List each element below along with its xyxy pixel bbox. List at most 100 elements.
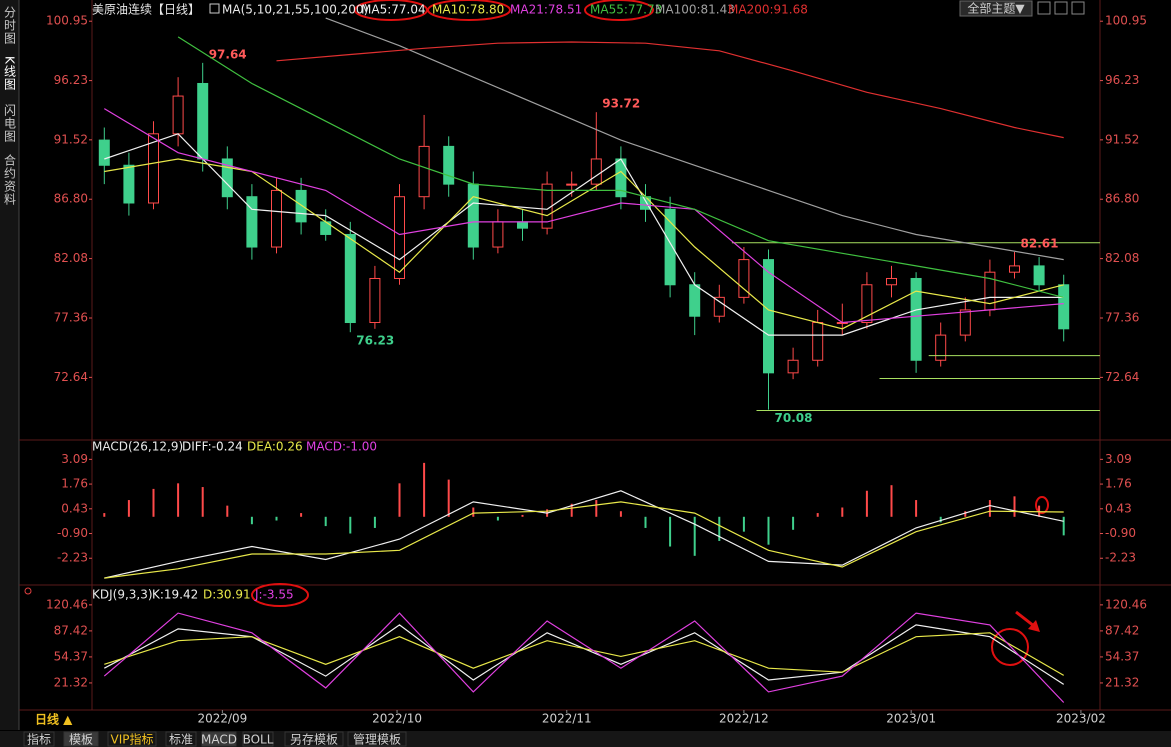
y-tick-label: 1.76 bbox=[61, 477, 88, 491]
toolbar-tab-label[interactable]: 指标 bbox=[27, 732, 51, 747]
x-tick-label: 2022/09 bbox=[197, 712, 247, 726]
panel-title: 美原油连续【日线】 bbox=[92, 2, 200, 17]
candle-body bbox=[886, 277, 897, 286]
y-tick-label: 96.23 bbox=[54, 73, 88, 87]
period-button[interactable]: 日线 ▲ bbox=[35, 712, 73, 727]
y-tick-label: 3.09 bbox=[1105, 452, 1132, 466]
candle-body bbox=[295, 189, 307, 223]
theme-button-label[interactable]: 全部主题▼ bbox=[967, 1, 1025, 16]
highlight-circle bbox=[1035, 496, 1049, 514]
price-annotation: 93.72 bbox=[602, 97, 640, 111]
price-annotation: 82.61 bbox=[1021, 236, 1059, 250]
toolbar-tab-label[interactable]: MACD bbox=[201, 733, 237, 747]
y-tick-label: 86.80 bbox=[1105, 192, 1139, 206]
y-tick-label: 91.52 bbox=[1105, 132, 1139, 146]
icon bbox=[209, 3, 220, 14]
legend-entry: MA21:78.51 bbox=[510, 3, 582, 17]
candle-body bbox=[590, 158, 602, 185]
y-tick-label: -0.90 bbox=[1105, 526, 1136, 540]
candle-body bbox=[1033, 265, 1045, 286]
indicator-line bbox=[325, 17, 1064, 261]
candle-body bbox=[959, 309, 971, 336]
indicator-line bbox=[103, 108, 1064, 324]
highlight-ellipse bbox=[427, 0, 511, 21]
toolbar-tab[interactable] bbox=[347, 731, 407, 747]
candle-body bbox=[98, 139, 110, 166]
toolbar-tab[interactable] bbox=[201, 731, 237, 747]
legend-entry: MA5:77.04 bbox=[361, 3, 426, 17]
toolbar-tab[interactable] bbox=[165, 731, 197, 747]
candle-body bbox=[172, 95, 184, 135]
candle-body bbox=[344, 233, 356, 324]
indicator-line bbox=[177, 36, 1064, 298]
candle-body bbox=[1009, 265, 1020, 273]
highlight-circle bbox=[991, 628, 1029, 666]
y-tick-label: 54.37 bbox=[54, 649, 88, 663]
sidebar-tab[interactable]: K线图 bbox=[3, 56, 17, 91]
candle-body bbox=[467, 183, 479, 248]
candle-body bbox=[566, 183, 578, 186]
y-tick-label: 87.42 bbox=[54, 623, 88, 637]
theme-button[interactable] bbox=[959, 0, 1033, 17]
toolbar-tab[interactable] bbox=[242, 731, 274, 747]
highlight-ellipse bbox=[251, 583, 309, 607]
y-tick-label: 0.43 bbox=[1105, 501, 1132, 515]
legend-entry: K:19.42 bbox=[152, 588, 198, 602]
toolbar-tab[interactable] bbox=[63, 731, 99, 747]
candle-body bbox=[197, 82, 209, 160]
indicator-line bbox=[104, 133, 1064, 336]
y-tick-label: 87.42 bbox=[1105, 623, 1139, 637]
candle-body bbox=[910, 277, 922, 361]
y-tick-label: 100.95 bbox=[46, 14, 88, 28]
legend-entry: MACD:-1.00 bbox=[306, 440, 377, 454]
toolbar-tab[interactable] bbox=[107, 731, 157, 747]
y-tick-label: 3.09 bbox=[61, 452, 88, 466]
legend-entry: D:30.91 bbox=[203, 588, 251, 602]
toolbar-tab-label[interactable]: 模板 bbox=[69, 733, 93, 747]
y-tick-label: -2.23 bbox=[57, 551, 88, 565]
legend-entry: MA100:81.43 bbox=[655, 3, 735, 17]
toolbar-tab-label[interactable]: 标准 bbox=[169, 733, 193, 747]
y-tick-label: 100.95 bbox=[1105, 14, 1147, 28]
icon[interactable] bbox=[1037, 1, 1051, 15]
indicator-line bbox=[104, 158, 1064, 330]
toolbar-tab-label[interactable]: 管理模板 bbox=[353, 732, 401, 747]
indicator-line bbox=[104, 501, 1064, 579]
toolbar-tab-label[interactable]: BOLL bbox=[243, 733, 274, 747]
y-tick-label: 96.23 bbox=[1105, 73, 1139, 87]
y-tick-label: -2.23 bbox=[1105, 551, 1136, 565]
candle-body bbox=[1058, 284, 1070, 330]
icon[interactable] bbox=[1054, 1, 1068, 15]
y-tick-label: 77.36 bbox=[1105, 310, 1139, 324]
toolbar-tab-label[interactable]: 另存模板 bbox=[290, 733, 338, 747]
candle-body bbox=[738, 259, 750, 298]
price-annotation: 76.23 bbox=[356, 334, 394, 348]
toolbar-tab-label[interactable]: VIP指标 bbox=[111, 732, 154, 747]
candle-body bbox=[763, 259, 774, 374]
y-tick-label: 21.32 bbox=[1105, 675, 1139, 689]
sidebar bbox=[0, 0, 19, 730]
y-tick-label: 120.46 bbox=[1105, 597, 1147, 611]
icon[interactable] bbox=[1071, 1, 1085, 15]
legend-entry: DEA:0.26 bbox=[247, 440, 303, 454]
toolbar-tab[interactable] bbox=[23, 731, 55, 747]
y-tick-label: 72.64 bbox=[54, 370, 88, 384]
panel-subtitle: MA(5,10,21,55,100,200) bbox=[222, 3, 368, 17]
sidebar-tab[interactable]: 分时图 bbox=[3, 6, 17, 45]
candle-body bbox=[271, 189, 282, 248]
legend-entry: J:-3.55 bbox=[254, 588, 294, 602]
sidebar-tab[interactable]: 合约资料 bbox=[3, 153, 17, 206]
price-annotation: 97.64 bbox=[209, 47, 247, 61]
legend-entry: MA10:78.80 bbox=[432, 3, 504, 17]
candle-body bbox=[369, 277, 381, 324]
candle-body bbox=[689, 284, 701, 317]
sidebar-tab[interactable]: 闪电图 bbox=[3, 104, 17, 143]
y-tick-label: 1.76 bbox=[1105, 477, 1132, 491]
legend-entry: MA200:91.68 bbox=[728, 3, 808, 17]
candle-body bbox=[443, 145, 455, 185]
indicator-line bbox=[276, 41, 1064, 139]
y-tick-label: 82.08 bbox=[54, 251, 88, 265]
legend-entry: MA55:77.73 bbox=[590, 3, 662, 17]
toolbar-tab[interactable] bbox=[284, 731, 344, 747]
